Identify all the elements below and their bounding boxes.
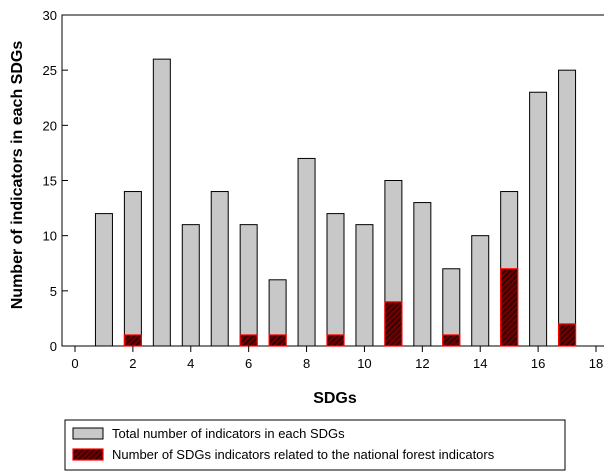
x-tick-label: 6 bbox=[245, 356, 252, 371]
bar-total-sdg-4 bbox=[181, 224, 200, 347]
legend-label-total: Total number of indicators in each SDGs bbox=[112, 426, 345, 441]
y-tick-label: 5 bbox=[50, 284, 57, 299]
bar-forest-sdg-9 bbox=[326, 334, 345, 347]
legend-swatch-total bbox=[72, 427, 104, 440]
x-tick-label: 18 bbox=[589, 356, 603, 371]
bar-total-sdg-3 bbox=[152, 58, 171, 347]
bar-total-sdg-6 bbox=[239, 224, 258, 347]
legend-box bbox=[64, 419, 566, 471]
x-tick-label: 14 bbox=[473, 356, 487, 371]
legend-label-forest: Number of SDGs indicators related to the… bbox=[112, 447, 495, 462]
y-tick-label: 20 bbox=[43, 118, 57, 133]
y-axis-ticks: 0 5 10 15 20 25 30 bbox=[43, 8, 68, 354]
bar-total-sdg-14 bbox=[471, 235, 490, 347]
x-tick-label: 16 bbox=[531, 356, 545, 371]
bar-forest-sdg-17 bbox=[557, 323, 577, 347]
plot-area bbox=[61, 14, 604, 347]
x-tick-label: 2 bbox=[129, 356, 136, 371]
bar-total-sdg-1 bbox=[94, 213, 113, 347]
bar-total-sdg-9 bbox=[326, 213, 345, 347]
legend: Total number of indicators in each SDGs … bbox=[64, 419, 566, 471]
bar-forest-sdg-2 bbox=[123, 334, 142, 347]
bar-total-sdg-16 bbox=[529, 91, 548, 347]
legend-swatch-forest bbox=[72, 448, 104, 461]
bar-total-sdg-2 bbox=[123, 191, 142, 347]
bar-total-sdg-5 bbox=[210, 191, 229, 347]
x-tick-label: 12 bbox=[415, 356, 429, 371]
bar-forest-sdg-13 bbox=[442, 334, 461, 347]
bar-total-sdg-17 bbox=[558, 69, 577, 347]
x-tick-label: 10 bbox=[357, 356, 371, 371]
y-tick-label: 0 bbox=[50, 339, 57, 354]
bar-forest-sdg-6 bbox=[239, 334, 258, 347]
y-axis-label: Number of indicators in each SDGs bbox=[9, 41, 26, 310]
y-tick-label: 10 bbox=[43, 229, 57, 244]
bar-forest-sdg-7 bbox=[268, 334, 287, 347]
bar-total-sdg-12 bbox=[413, 202, 432, 347]
bar-total-sdg-8 bbox=[297, 157, 316, 347]
bar-forest-sdg-11 bbox=[384, 301, 403, 347]
y-tick-label: 25 bbox=[43, 63, 57, 78]
y-tick-label: 15 bbox=[43, 174, 57, 189]
x-tick-label: 4 bbox=[187, 356, 194, 371]
x-axis-ticks: 0 2 4 6 8 10 12 14 16 18 bbox=[71, 346, 603, 371]
y-tick-label: 30 bbox=[43, 8, 57, 23]
x-tick-label: 0 bbox=[71, 356, 78, 371]
bar-forest-sdg-15 bbox=[500, 268, 519, 347]
bar-total-sdg-10 bbox=[355, 224, 374, 347]
x-axis-label: SDGs bbox=[313, 390, 357, 407]
x-tick-label: 8 bbox=[303, 356, 310, 371]
